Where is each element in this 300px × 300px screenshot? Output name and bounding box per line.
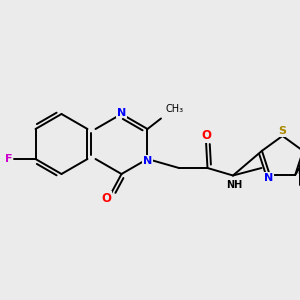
Text: CH₃: CH₃ — [166, 104, 184, 114]
Text: F: F — [5, 154, 12, 164]
Text: NH: NH — [226, 179, 243, 190]
Text: O: O — [201, 129, 211, 142]
Text: N: N — [117, 107, 126, 118]
Text: S: S — [278, 126, 286, 136]
Text: O: O — [101, 191, 112, 205]
Text: N: N — [143, 155, 152, 166]
Text: N: N — [264, 173, 273, 183]
